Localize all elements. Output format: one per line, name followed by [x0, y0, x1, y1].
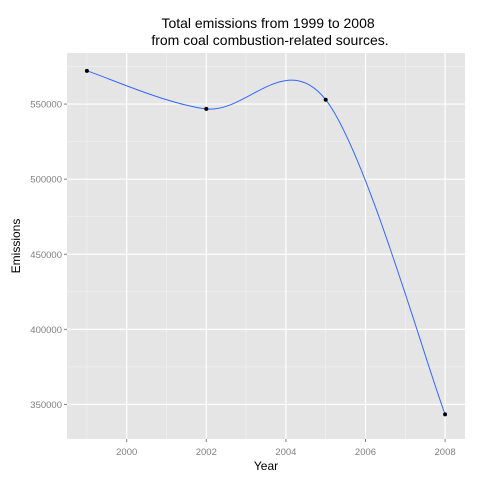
- y-tick-label: 500000: [30, 175, 62, 186]
- data-points: [84, 68, 448, 417]
- data-point: [443, 412, 448, 417]
- y-tick-label: 400000: [30, 325, 62, 336]
- chart-title-line-1: Total emissions from 1999 to 2008: [161, 15, 374, 31]
- y-tick-label: 450000: [30, 250, 62, 261]
- y-axis-label: Emissions: [9, 219, 23, 274]
- data-point: [84, 68, 89, 73]
- plot-panel: [67, 53, 465, 439]
- grid-minor: [67, 53, 465, 439]
- data-point: [323, 97, 328, 102]
- x-tick-label: 2004: [275, 447, 296, 458]
- series-smooth-line: [86, 70, 446, 415]
- y-tick-label: 550000: [30, 100, 62, 111]
- x-tick-label: 2000: [116, 447, 137, 458]
- y-axis-ticks: 350000 400000 450000 500000 550000: [30, 100, 67, 411]
- x-axis-ticks: 2000 2002 2004 2006 2008: [116, 439, 456, 458]
- data-point: [204, 106, 209, 111]
- x-axis-label: Year: [254, 459, 278, 473]
- x-tick-label: 2002: [196, 447, 217, 458]
- chart-title: Total emissions from 1999 to 2008 from c…: [151, 15, 388, 48]
- grid-major: [67, 53, 465, 439]
- x-tick-label: 2008: [435, 447, 456, 458]
- chart-title-line-2: from coal combustion-related sources.: [151, 32, 388, 48]
- y-tick-label: 350000: [30, 400, 62, 411]
- x-tick-label: 2006: [355, 447, 376, 458]
